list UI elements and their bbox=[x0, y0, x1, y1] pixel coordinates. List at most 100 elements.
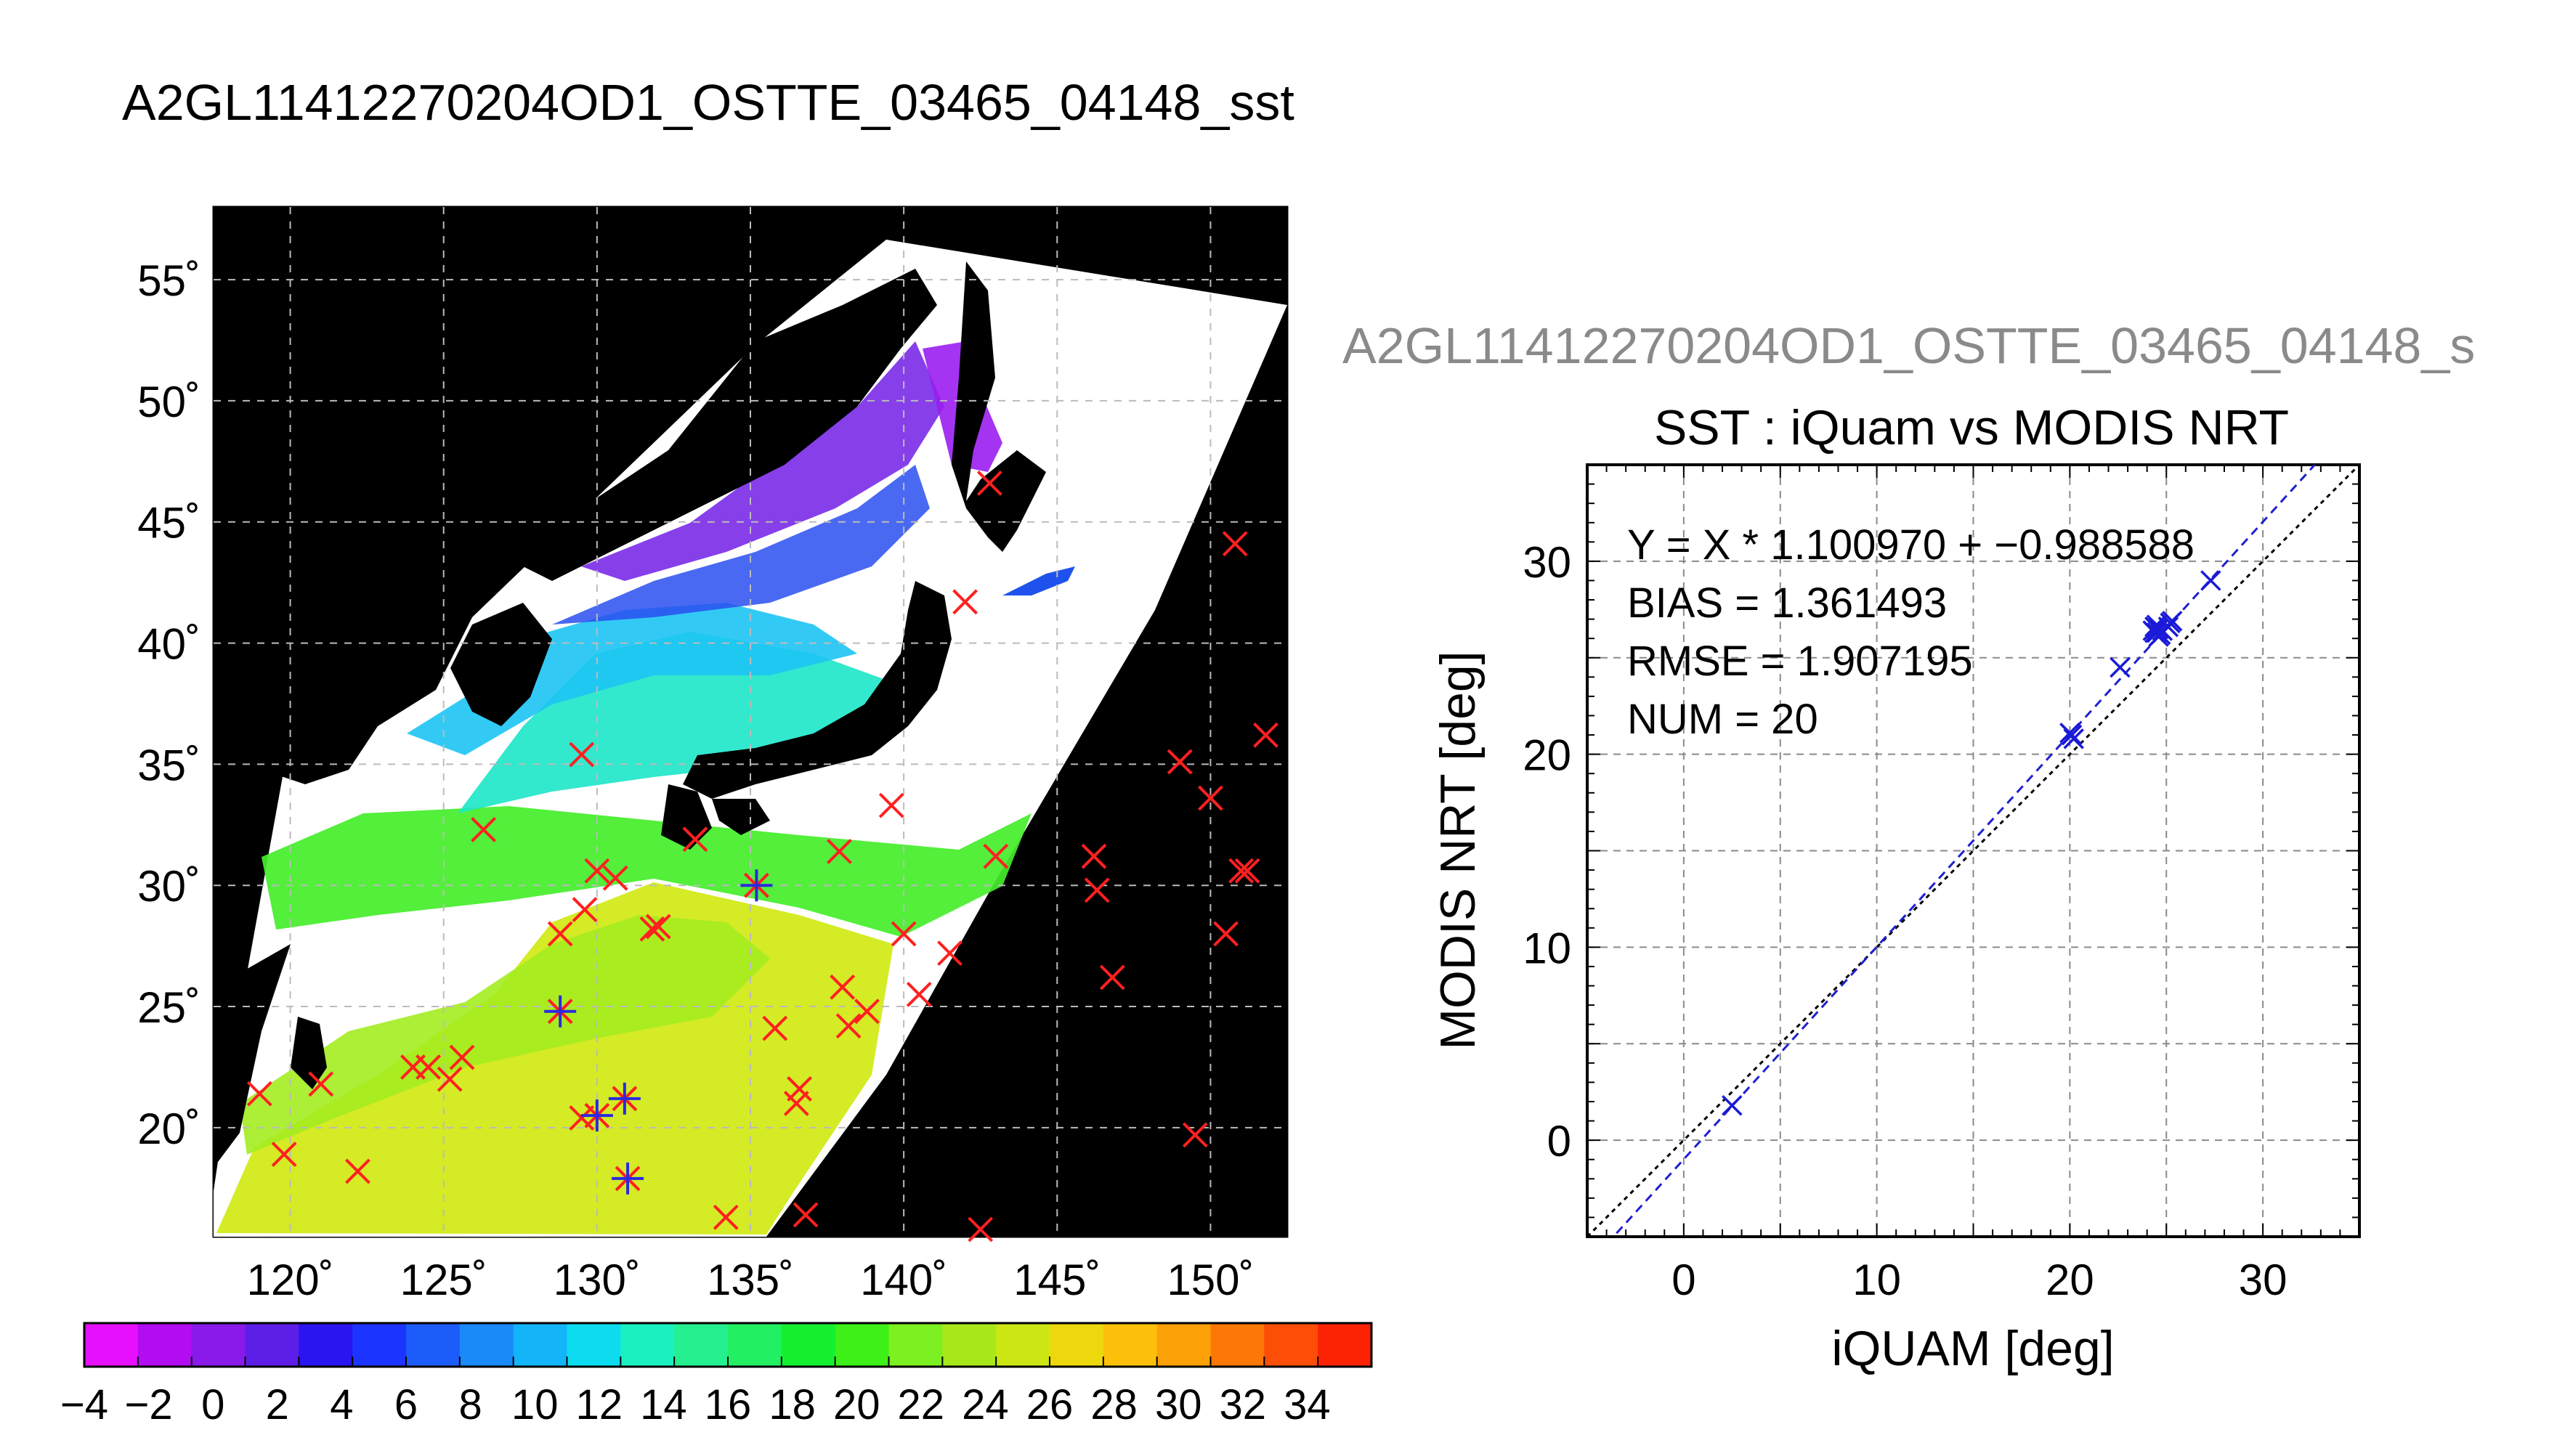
red-buoy-marker bbox=[1084, 877, 1110, 903]
colorbar-cell bbox=[996, 1323, 1050, 1367]
colorbar-frame bbox=[83, 1322, 1373, 1368]
colorbar-label: 0 bbox=[201, 1381, 224, 1428]
fit-statistic: RMSE = 1.907195 bbox=[1627, 638, 1973, 685]
land-taiwan bbox=[291, 1017, 327, 1089]
colorbar-cell bbox=[728, 1323, 782, 1367]
identity-line bbox=[1587, 465, 2359, 1237]
x-axis-label: iQUAM [deg] bbox=[1831, 1321, 2114, 1376]
red-buoy-marker bbox=[569, 741, 595, 768]
red-buoy-marker bbox=[793, 1202, 819, 1228]
red-buoy-marker bbox=[854, 999, 880, 1025]
red-buoy-marker bbox=[682, 826, 708, 853]
colorbar-label: −4 bbox=[60, 1381, 108, 1428]
red-buoy-marker bbox=[1234, 858, 1260, 884]
sst-field-cyan bbox=[458, 632, 893, 813]
latitude-tick-label: 20˚ bbox=[137, 1105, 200, 1153]
land-honshu bbox=[683, 581, 952, 799]
fit-statistic: Y = X * 1.100970 + −0.988588 bbox=[1627, 521, 2195, 569]
colorbar-cell bbox=[1050, 1323, 1104, 1367]
colorbar-cell bbox=[1210, 1323, 1265, 1367]
land-china-south bbox=[214, 944, 291, 1162]
latitude-tick-labels: 55˚ 50˚ 45˚ 40˚ 35˚ 30˚ 25˚ 20˚ bbox=[137, 256, 200, 1153]
red-buoy-marker bbox=[572, 897, 598, 922]
x-tick-label: 0 bbox=[1671, 1256, 1695, 1304]
colorbar-label: 24 bbox=[962, 1381, 1009, 1428]
data-point bbox=[2148, 626, 2169, 647]
red-buoy-marker bbox=[983, 843, 1009, 869]
red-buoy-marker bbox=[968, 1216, 994, 1243]
blue-match-marker bbox=[612, 1162, 644, 1195]
data-point bbox=[2061, 724, 2083, 746]
colorbar-label: 8 bbox=[458, 1381, 482, 1428]
red-buoy-marker bbox=[1182, 1122, 1208, 1148]
red-buoy-marker bbox=[569, 1105, 595, 1131]
red-buoy-marker bbox=[416, 1054, 442, 1080]
y-tick-label: 30 bbox=[1523, 538, 1571, 587]
scatter-plot: SST : iQuam vs MODIS NRT 0 10 20 300102030 … bbox=[1430, 400, 2361, 1376]
colorbar-label: 14 bbox=[640, 1381, 687, 1428]
red-buoy-marker bbox=[1167, 749, 1193, 775]
colorbar-cell bbox=[620, 1323, 675, 1367]
colorbar-cell bbox=[567, 1323, 621, 1367]
map-graticule bbox=[214, 207, 1287, 1237]
red-buoy-marker bbox=[1213, 921, 1239, 947]
land-primorye bbox=[523, 269, 937, 581]
plot-gridlines bbox=[1586, 464, 2360, 1237]
data-point bbox=[1722, 1095, 1743, 1116]
red-buoy-marker bbox=[878, 792, 904, 818]
red-buoy-marker bbox=[830, 974, 856, 1000]
data-point bbox=[2146, 618, 2168, 640]
land-korea bbox=[450, 603, 552, 726]
red-buoy-marker bbox=[976, 470, 1002, 496]
red-buoy-marker bbox=[271, 1142, 297, 1167]
sst-field-purple bbox=[581, 341, 944, 581]
buoy-markers bbox=[246, 470, 1278, 1243]
latitude-tick-label: 50˚ bbox=[137, 378, 200, 426]
blue-match-marker bbox=[580, 1099, 613, 1132]
red-buoy-marker bbox=[952, 589, 978, 615]
fit-statistic: BIAS = 1.361493 bbox=[1627, 579, 1947, 627]
x-tick-label: 10 bbox=[1852, 1256, 1901, 1304]
longitude-tick-label: 135˚ bbox=[707, 1256, 794, 1304]
red-buoy-marker bbox=[645, 914, 671, 940]
sst-field-mid bbox=[240, 915, 770, 1155]
blue-match-marker bbox=[740, 869, 773, 902]
latitude-tick-label: 55˚ bbox=[137, 256, 200, 305]
regression-fit-line bbox=[1612, 465, 2317, 1237]
page-title: A2GL11412270204OD1_OSTTE_03465_04148_sst bbox=[122, 74, 1294, 131]
scatter-title: SST : iQuam vs MODIS NRT bbox=[1654, 400, 2289, 455]
plot-lines bbox=[1587, 465, 2359, 1237]
colorbar-cell bbox=[781, 1323, 836, 1367]
longitude-tick-label: 130˚ bbox=[554, 1256, 641, 1304]
red-buoy-marker bbox=[787, 1076, 812, 1102]
latitude-tick-label: 25˚ bbox=[137, 983, 200, 1032]
colorbar-label: 20 bbox=[833, 1381, 880, 1428]
red-buoy-marker bbox=[547, 921, 573, 947]
data-point bbox=[2200, 570, 2221, 591]
y-tick-label: 0 bbox=[1547, 1117, 1571, 1166]
data-point bbox=[2063, 728, 2084, 749]
sst-field-green bbox=[262, 806, 1032, 937]
blue-match-marker bbox=[544, 995, 577, 1028]
colorbar-cell bbox=[1156, 1323, 1212, 1367]
colorbar-cell bbox=[191, 1323, 246, 1367]
data-point bbox=[2146, 622, 2168, 643]
colorbar-label: 26 bbox=[1026, 1381, 1074, 1428]
colorbar-cell bbox=[888, 1323, 943, 1367]
red-buoy-marker bbox=[762, 1015, 788, 1041]
red-buoy-marker bbox=[246, 1081, 272, 1107]
colorbar-cell bbox=[352, 1323, 407, 1367]
colorbar-cell bbox=[406, 1323, 461, 1367]
colorbar-label: 22 bbox=[898, 1381, 945, 1428]
red-buoy-marker bbox=[471, 817, 497, 842]
colorbar-cells bbox=[84, 1323, 1372, 1367]
red-buoy-marker bbox=[713, 1204, 739, 1230]
longitude-tick-label: 150˚ bbox=[1167, 1256, 1254, 1304]
sst-field-blue bbox=[552, 465, 930, 625]
plot-points bbox=[1722, 570, 2221, 1116]
colorbar-label: −2 bbox=[125, 1381, 173, 1428]
longitude-tick-labels: 120˚ 125˚ 130˚ 135˚ 140˚ 145˚ 150˚ bbox=[247, 1256, 1255, 1304]
latitude-tick-label: 35˚ bbox=[137, 741, 200, 789]
red-buoy-marker bbox=[783, 1091, 809, 1116]
red-buoy-marker bbox=[827, 839, 852, 864]
